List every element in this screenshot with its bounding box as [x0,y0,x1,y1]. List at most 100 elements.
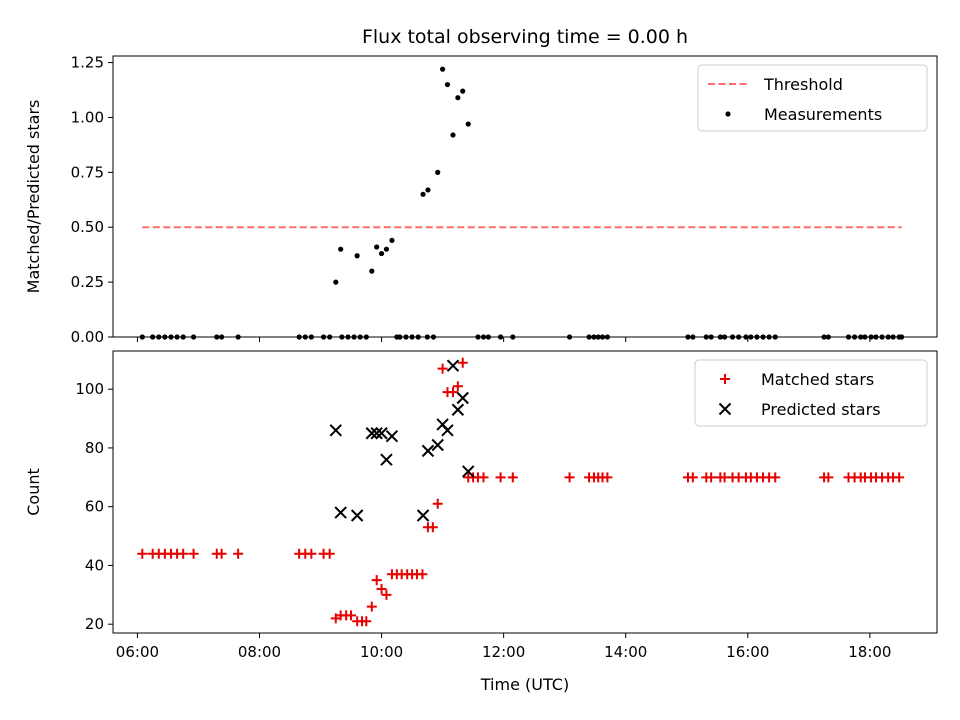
measurement-point [351,334,357,340]
measurement-point [873,334,879,340]
legend-predicted-swatch [718,402,732,416]
matched-star-point [376,583,387,594]
measurement-point [717,334,723,340]
matched-star-point [687,472,698,483]
measurement-point [685,334,691,340]
measurement-point [345,334,351,340]
measurement-point [302,334,308,340]
measurement-point [357,334,363,340]
measurement-point [821,334,827,340]
measurement-point [566,334,573,340]
top-axes-frame [112,55,938,338]
predicted-star-point [456,391,469,405]
measurement-point [430,334,437,340]
measurement-point [825,334,831,340]
matched-star-point [188,548,199,559]
x-tick-label: 06:00 [116,643,159,661]
predicted-star-point [370,427,383,440]
legend-label: Measurements [764,105,882,124]
measurement-point [150,334,156,340]
x-tick-label: 12:00 [482,643,525,661]
measurement-point [389,237,395,244]
measurement-point [868,334,874,340]
matched-star-point [457,357,468,368]
matched-star-point [447,387,458,398]
measurement-point [190,334,197,340]
measurement-point [736,334,742,340]
matched-star-point [432,498,443,509]
measurement-point [374,244,380,250]
measurement-point [772,334,778,340]
bottom-axes-frame [112,350,938,634]
bottom-legend-box [694,359,928,427]
measurement-point [338,246,344,252]
y-tick-label: 40 [85,556,104,574]
measurement-point [409,334,415,340]
measurement-point [455,95,461,101]
legend-matched-swatch [720,374,730,384]
predicted-star-point [431,438,444,452]
chart-title: Flux total observing time = 0.00 h [362,26,688,48]
matched-star-point [324,548,335,559]
measurement-point [690,334,696,340]
measurement-point [333,279,339,285]
measurement-point [415,334,421,340]
measurement-point [180,334,186,340]
predicted-star-point [334,506,347,519]
legend-label: Matched stars [761,370,874,389]
matched-star-point [452,381,463,392]
predicted-star-point [451,403,465,416]
matched-star-point [437,363,448,374]
bottom-panel: 20 40 60 80 100 06:00 08:00 10:00 12:00 14:00 16:0… [24,350,938,694]
matched-star-point [770,472,781,483]
measurement-point [139,334,145,340]
legend-label: Predicted stars [761,400,881,419]
measurement-point [235,334,241,340]
matched-star-point [417,569,428,580]
y-tick-label: 80 [85,439,104,457]
measurement-point [766,334,772,340]
predicted-star-point [421,444,435,458]
measurement-point [435,169,441,175]
measurement-point [497,334,504,340]
predicted-star-point [380,453,393,466]
measurement-point [174,334,180,340]
measurement-point [721,334,728,340]
top-legend-box [697,64,928,132]
matched-star-point [366,601,377,612]
matched-star-point [381,589,392,600]
measurement-point [852,334,858,340]
x-tick-label: 16:00 [726,643,769,661]
y-tick-label: 1.25 [71,54,104,72]
measurement-point [465,121,471,127]
measurement-point [858,334,864,340]
measurement-point [708,334,714,340]
matched-star-point [507,472,518,483]
y-tick-label: 0.75 [71,163,104,181]
matched-star-point [427,522,438,533]
measurement-point [510,334,516,340]
measurement-point [604,334,611,340]
measurement-point [591,334,597,340]
predicted-star-point [365,427,379,440]
measurement-point [729,334,736,340]
measurement-point [862,334,868,340]
measurement-point [162,334,168,340]
measurement-point [599,334,606,340]
matched-star-point [706,472,717,483]
measurement-point [743,334,749,340]
x-axis-label: Time (UTC) [480,675,569,694]
predicted-star-point [441,424,454,437]
predicted-star-point [446,359,460,372]
y-tick-label: 60 [85,498,104,516]
measurement-point [156,334,162,340]
predicted-star-point [462,465,475,478]
matched-star-point [495,472,506,483]
y-tick-label: 0.00 [71,328,104,346]
matched-star-point [371,575,382,586]
predicted-star-point [329,424,342,437]
measurement-point [444,81,451,88]
legend-measurement-swatch [725,111,731,117]
x-tick-label: 18:00 [848,643,891,661]
